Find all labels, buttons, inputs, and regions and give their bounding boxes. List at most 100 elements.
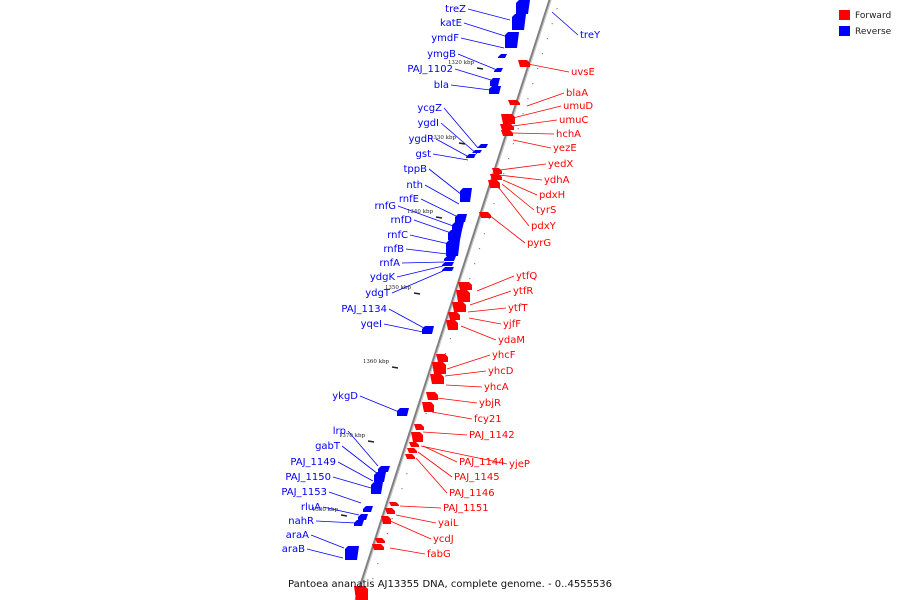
tick-mark — [476, 67, 484, 70]
reverse-gene-label: PAJ_1150 — [285, 472, 331, 483]
forward-gene-block — [432, 362, 446, 374]
forward-gene-label: umuD — [563, 101, 593, 112]
reverse-leader-line — [420, 198, 457, 217]
forward-gene-block — [411, 432, 423, 442]
minor-tick — [546, 38, 548, 40]
forward-gene-block — [422, 402, 434, 412]
reverse-gene-block — [442, 262, 454, 266]
minor-tick — [532, 83, 534, 85]
reverse-gene-label: ycgZ — [417, 103, 442, 114]
reverse-gene-block — [442, 267, 454, 271]
forward-leader-line — [445, 384, 483, 388]
tick-label: 1380 kbp — [312, 507, 339, 513]
reverse-gene-label: PAJ_1102 — [407, 64, 453, 75]
reverse-gene-block — [452, 222, 464, 230]
reverse-gene-label: ydgK — [370, 272, 396, 283]
minor-tick — [541, 53, 544, 55]
forward-gene-label: ytfT — [508, 303, 528, 314]
forward-gene-block — [436, 354, 448, 362]
forward-gene-block — [385, 508, 395, 514]
forward-leader-line — [422, 431, 468, 436]
forward-leader-line — [436, 397, 478, 404]
forward-gene-block — [446, 320, 458, 330]
minor-tick — [517, 128, 519, 130]
reverse-gene-label: ygdI — [417, 118, 439, 129]
reverse-leader-line — [315, 520, 357, 524]
minor-tick — [488, 218, 490, 220]
reverse-gene-label: ykgD — [332, 391, 358, 402]
forward-leader-line — [387, 519, 432, 540]
forward-gene-label: pdxH — [539, 190, 565, 201]
axis-highlight — [356, 0, 552, 600]
reverse-leader-line — [409, 234, 450, 245]
reverse-leader-line — [359, 395, 400, 413]
reverse-leader-line — [306, 548, 344, 559]
reverse-leader-line — [454, 68, 492, 81]
forward-gene-label: yjeP — [509, 459, 530, 470]
forward-gene-block — [407, 448, 417, 453]
minor-tick — [425, 413, 427, 415]
forward-gene-label: pyrG — [527, 238, 551, 249]
minor-tick — [444, 353, 447, 355]
reverse-leader-line — [388, 308, 425, 329]
reverse-gene-label: lrp — [333, 426, 346, 437]
genome-axis — [354, 0, 552, 600]
forward-leader-line — [399, 505, 442, 509]
forward-gene-label: PAJ_1151 — [443, 503, 489, 514]
forward-leader-line — [422, 445, 458, 463]
reverse-gene-block — [512, 14, 526, 30]
tick-label: 1340 kbp — [407, 209, 434, 215]
reverse-gene-label: nahR — [288, 516, 314, 527]
reverse-gene-block — [422, 326, 434, 334]
forward-gene-label: umuC — [559, 115, 588, 126]
reverse-leader-line — [347, 430, 379, 467]
reverse-gene-label: treZ — [445, 4, 466, 15]
gene-features — [345, 0, 530, 600]
forward-gene-label: PAJ_1144 — [459, 457, 505, 468]
forward-leader-line — [502, 179, 538, 196]
reverse-gene-label: rnfD — [391, 215, 413, 226]
reverse-gene-label: treY — [580, 30, 601, 41]
forward-gene-block — [518, 60, 530, 67]
reverse-gene-block — [490, 78, 500, 86]
minor-tick — [527, 98, 529, 100]
tick-label: 1350 kbp — [385, 285, 412, 291]
reverse-leader-line — [328, 491, 362, 504]
reverse-gene-label: tppB — [404, 164, 428, 175]
forward-gene-label: blaA — [566, 88, 588, 99]
reverse-leader-line — [551, 11, 579, 36]
forward-leader-line — [498, 187, 530, 227]
forward-gene-block — [508, 100, 520, 105]
minor-tick — [469, 278, 471, 280]
forward-gene-label: hchA — [556, 129, 581, 140]
forward-leader-line — [415, 457, 448, 494]
minor-tick — [512, 143, 515, 145]
reverse-gene-block — [354, 520, 364, 526]
reverse-leader-line — [460, 37, 505, 49]
forward-gene-block — [501, 114, 515, 124]
reverse-leader-line — [413, 219, 455, 235]
reverse-gene-block — [498, 54, 507, 58]
forward-leader-line — [444, 370, 487, 377]
tick-mark — [367, 440, 375, 443]
forward-gene-label: yezE — [553, 143, 577, 154]
reverse-gene-label: rluA — [301, 502, 321, 513]
genome-caption: Pantoea ananatis AJ13355 DNA, complete g… — [288, 579, 612, 590]
reverse-gene-label: yqeI — [361, 319, 382, 330]
minor-tick — [537, 68, 539, 70]
reverse-gene-label: ygdR — [408, 134, 434, 145]
reverse-leader-line — [391, 270, 444, 294]
reverse-gene-label: PAJ_1134 — [341, 304, 387, 315]
forward-gene-label: ytfR — [513, 286, 533, 297]
forward-gene-label: yhcA — [484, 382, 509, 393]
forward-gene-block — [500, 124, 514, 130]
reverse-leader-line — [450, 84, 491, 91]
forward-gene-block — [426, 392, 438, 400]
reverse-gene-block — [371, 482, 383, 494]
reverse-leader-line — [424, 184, 460, 205]
forward-gene-label: yhcD — [488, 366, 514, 377]
reverse-gene-label: nth — [406, 180, 423, 191]
reverse-gene-block — [378, 466, 390, 472]
forward-gene-block — [405, 454, 415, 459]
